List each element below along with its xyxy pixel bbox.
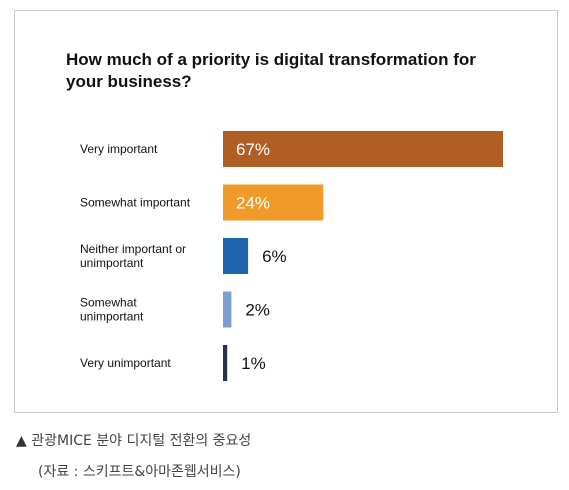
caption-text: 관광MICE 분야 디지털 전환의 중요성 xyxy=(31,433,252,449)
value-label: 1% xyxy=(241,354,266,373)
value-label: 67% xyxy=(236,140,270,159)
figure-caption: ▲ 관광MICE 분야 디지털 전환의 중요성 xyxy=(16,430,251,450)
category-label: Somewhat important xyxy=(80,196,191,210)
category-label: Very unimportant xyxy=(80,356,171,370)
triangle-icon: ▲ xyxy=(16,433,27,449)
value-label: 24% xyxy=(236,194,270,213)
category-label: Somewhat unimportant xyxy=(80,296,144,324)
chart-title: How much of a priority is digital transf… xyxy=(66,50,476,91)
value-label: 2% xyxy=(245,301,270,320)
bar-2 xyxy=(223,238,249,274)
caption-source: (자료 : 스키프트&아마존웹서비스) xyxy=(38,464,241,480)
bar-chart: Very important 67% Somewhat important 24% Ne… xyxy=(80,131,503,381)
category-label: Very important xyxy=(80,142,158,156)
bar-1 xyxy=(223,184,324,221)
value-label: 6% xyxy=(262,247,287,266)
bar-4 xyxy=(223,345,228,381)
category-label: Neither important or unimportant xyxy=(80,242,186,270)
bar-3 xyxy=(223,291,232,328)
bar-0 xyxy=(223,131,503,167)
